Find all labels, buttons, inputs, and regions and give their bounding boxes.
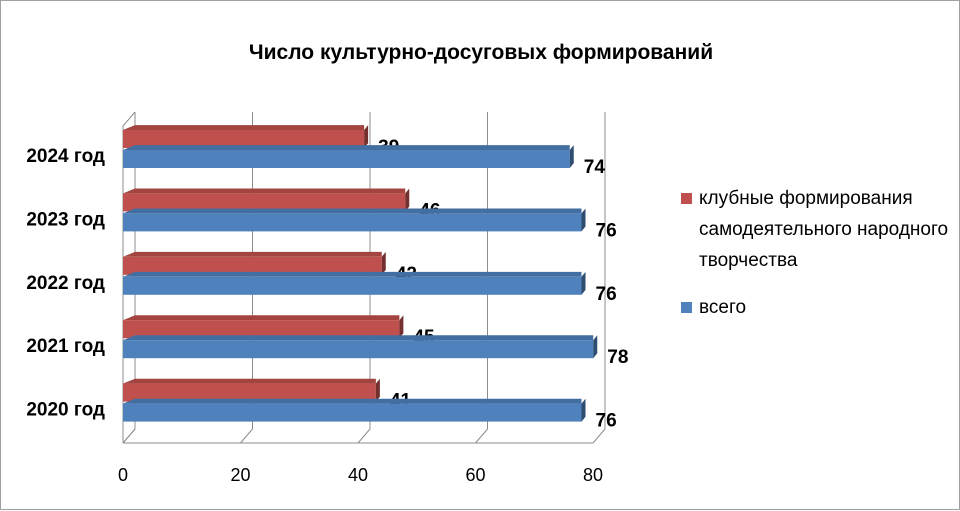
- bar-total-end: [593, 335, 598, 359]
- legend-item-total: всего: [679, 292, 960, 323]
- bar-club-end: [405, 188, 410, 212]
- bar-club: [123, 320, 400, 339]
- bar-club-top: [123, 251, 382, 257]
- bar-total-end: [581, 398, 586, 422]
- bar-total: [123, 150, 570, 168]
- bar-club-end: [381, 251, 386, 275]
- legend-label-club: клубные формирования самодеятельного нар…: [699, 188, 949, 271]
- x-tick-label: 0: [118, 465, 128, 485]
- bar-club-top: [123, 125, 365, 130]
- bar-total-label: 78: [607, 347, 628, 368]
- chart-title: Число культурно-досуговых формирований: [248, 41, 714, 64]
- bar-total: [123, 276, 582, 295]
- category-label: 2021 год: [26, 336, 105, 357]
- category-label: 2020 год: [26, 400, 105, 421]
- category-label: 2022 год: [26, 273, 105, 294]
- gridline-floor: [475, 428, 488, 444]
- x-tick-label: 40: [348, 465, 368, 485]
- gridline-floor: [357, 428, 371, 444]
- gridline-floor: [240, 428, 253, 444]
- bar-total-top: [123, 208, 582, 214]
- gridline-floor: [592, 428, 606, 444]
- x-tick-label: 20: [230, 465, 250, 485]
- bar-club: [123, 130, 365, 148]
- category-label: 2023 год: [26, 209, 105, 230]
- bar-total-label: 74: [584, 157, 606, 178]
- legend-item-club: клубные формирования самодеятельного нар…: [679, 183, 960, 276]
- bar-club-top: [123, 378, 376, 384]
- legend-swatch-club: [681, 193, 692, 204]
- x-tick-label: 60: [465, 465, 485, 485]
- bar-club: [123, 193, 406, 212]
- bar-total: [123, 340, 594, 359]
- bar-club-end: [375, 378, 380, 402]
- bar-total-top: [123, 335, 594, 341]
- bar-total: [123, 403, 582, 422]
- bar-total-end: [581, 271, 586, 295]
- bar-club: [123, 256, 382, 275]
- bar-total-end: [569, 145, 574, 168]
- category-label: 2024 год: [26, 146, 105, 167]
- gridline-floor: [122, 428, 136, 444]
- bar-club-top: [123, 188, 406, 194]
- legend-label-total: всего: [699, 297, 747, 318]
- bar-club-top: [123, 315, 400, 321]
- bar-total-end: [581, 208, 586, 232]
- axis-depth-top: [122, 111, 136, 127]
- bar-total-label: 76: [596, 411, 617, 432]
- bar-club-end: [364, 125, 369, 148]
- bar-total: [123, 213, 582, 232]
- bar-club: [123, 383, 376, 402]
- bar-total-label: 76: [596, 220, 617, 241]
- bar-total-top: [123, 271, 582, 277]
- bar-total-label: 76: [596, 284, 617, 305]
- bar-club-end: [399, 315, 404, 339]
- bar-total-top: [123, 145, 570, 150]
- legend-swatch-total: [681, 302, 692, 313]
- bar-total-top: [123, 398, 582, 404]
- x-tick-label: 80: [583, 465, 603, 485]
- chart-legend: клубные формирования самодеятельного нар…: [679, 183, 960, 323]
